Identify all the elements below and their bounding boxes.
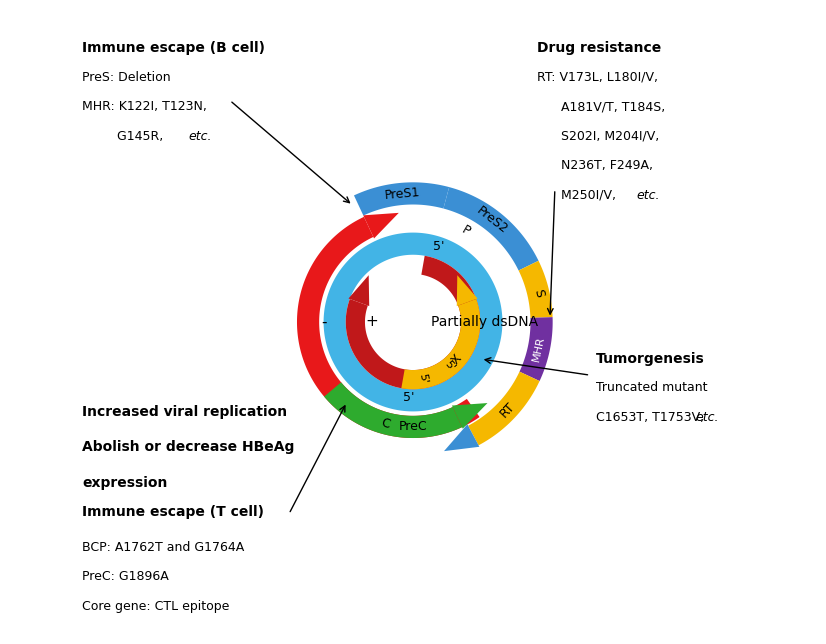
Polygon shape bbox=[520, 317, 553, 381]
Text: S: S bbox=[531, 288, 545, 298]
Polygon shape bbox=[401, 299, 480, 389]
Text: 5': 5' bbox=[403, 392, 415, 404]
Text: MHR: MHR bbox=[531, 335, 546, 363]
Polygon shape bbox=[457, 275, 477, 306]
Text: etc.: etc. bbox=[636, 189, 660, 202]
Text: RT: V173L, L180I/V,: RT: V173L, L180I/V, bbox=[537, 71, 658, 84]
Polygon shape bbox=[452, 403, 487, 429]
Text: N236T, F249A,: N236T, F249A, bbox=[561, 160, 653, 173]
Text: X: X bbox=[449, 352, 465, 366]
Text: Drug resistance: Drug resistance bbox=[537, 41, 662, 55]
Text: M250I/V,: M250I/V, bbox=[561, 189, 620, 202]
Text: S202I, M204I/V,: S202I, M204I/V, bbox=[561, 130, 659, 143]
Text: -: - bbox=[321, 314, 327, 330]
Text: C1653T, T1753V,: C1653T, T1753V, bbox=[596, 411, 709, 424]
Text: Partially dsDNA: Partially dsDNA bbox=[430, 315, 538, 329]
Polygon shape bbox=[354, 182, 449, 216]
Text: 5': 5' bbox=[443, 359, 457, 374]
Text: MHR: K122I, T123N,: MHR: K122I, T123N, bbox=[82, 100, 206, 113]
Polygon shape bbox=[444, 187, 539, 270]
Text: etc.: etc. bbox=[188, 130, 211, 143]
Polygon shape bbox=[519, 261, 553, 318]
Text: PreS2: PreS2 bbox=[474, 205, 510, 237]
Text: Abolish or decrease HBeAg: Abolish or decrease HBeAg bbox=[82, 440, 294, 454]
Polygon shape bbox=[444, 424, 479, 451]
Text: expression: expression bbox=[82, 476, 168, 489]
Text: A181V/T, T184S,: A181V/T, T184S, bbox=[561, 100, 665, 113]
Polygon shape bbox=[297, 217, 480, 438]
Text: P: P bbox=[459, 223, 472, 239]
Text: +: + bbox=[365, 314, 378, 330]
Text: G145R,: G145R, bbox=[117, 130, 168, 143]
Text: 5': 5' bbox=[433, 240, 444, 253]
Text: PreS1: PreS1 bbox=[383, 186, 420, 202]
Polygon shape bbox=[363, 213, 399, 238]
Text: PreC: G1896A: PreC: G1896A bbox=[82, 571, 169, 583]
Text: etc.: etc. bbox=[695, 411, 719, 424]
Text: BCP: A1762T and G1764A: BCP: A1762T and G1764A bbox=[82, 541, 244, 554]
Text: PreC: PreC bbox=[399, 421, 427, 433]
Polygon shape bbox=[349, 275, 369, 306]
Polygon shape bbox=[324, 232, 502, 412]
Text: C: C bbox=[380, 416, 392, 431]
Text: PreS: Deletion: PreS: Deletion bbox=[82, 71, 171, 84]
Text: Tumorgenesis: Tumorgenesis bbox=[596, 352, 705, 366]
Text: Immune escape (B cell): Immune escape (B cell) bbox=[82, 41, 265, 55]
Text: 5': 5' bbox=[417, 373, 429, 384]
Text: RT: RT bbox=[497, 399, 517, 420]
Text: Increased viral replication: Increased viral replication bbox=[82, 405, 287, 419]
Text: Core gene: CTL epitope: Core gene: CTL epitope bbox=[82, 600, 230, 613]
Polygon shape bbox=[346, 256, 480, 389]
Polygon shape bbox=[324, 383, 462, 438]
Text: Truncated mutant: Truncated mutant bbox=[596, 381, 708, 394]
Text: Immune escape (T cell): Immune escape (T cell) bbox=[82, 506, 264, 519]
Polygon shape bbox=[468, 372, 539, 445]
